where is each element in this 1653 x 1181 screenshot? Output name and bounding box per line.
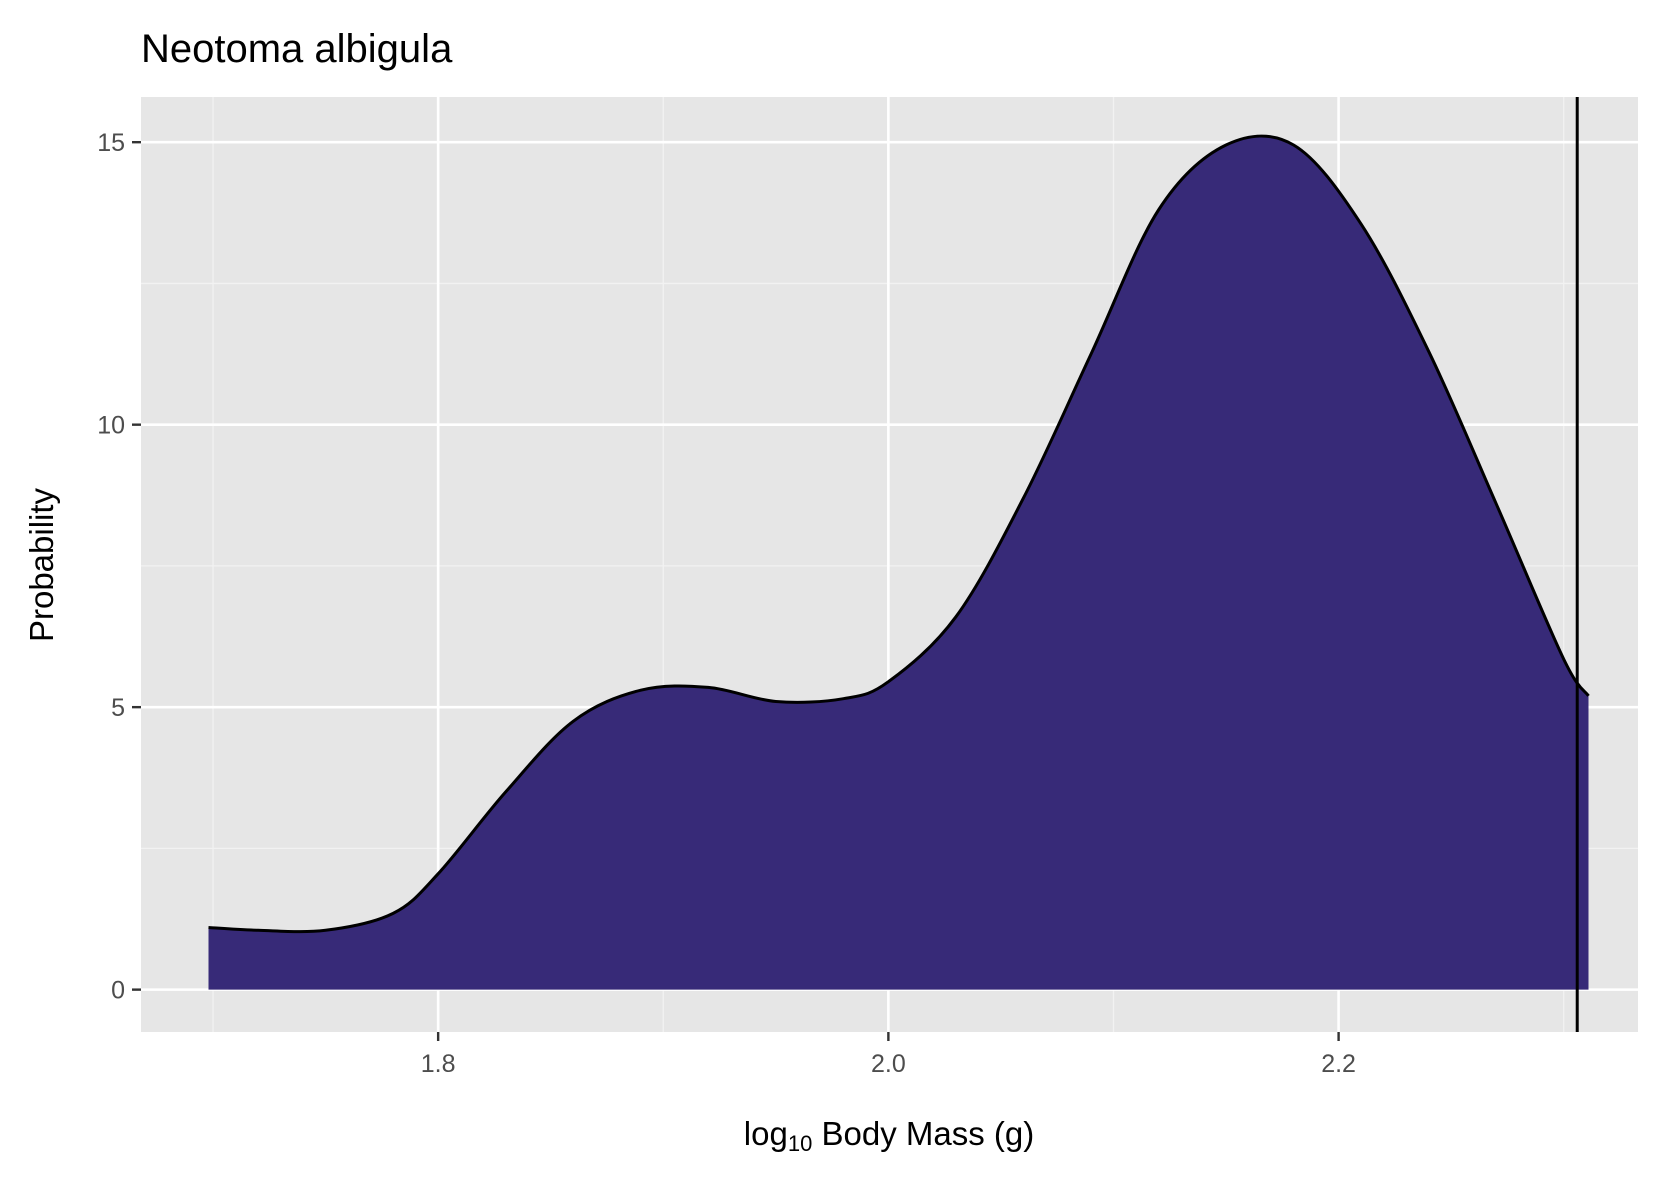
x-axis-title-subscript: 10 <box>788 1131 812 1156</box>
y-tick-label: 10 <box>97 412 125 440</box>
x-axis-title-prefix: log <box>744 1115 788 1152</box>
x-tick-label: 2.0 <box>871 1050 906 1078</box>
x-axis: 1.8 2.0 2.2 <box>421 1032 1356 1078</box>
density-area <box>208 135 1589 990</box>
chart-title: Neotoma albigula <box>141 27 453 71</box>
y-tick-label: 0 <box>111 977 125 1005</box>
x-tick-label: 2.2 <box>1321 1050 1356 1078</box>
x-axis-title: log10 Body Mass (g) <box>744 1115 1034 1156</box>
density-outline <box>208 134 1590 934</box>
y-tick-label: 5 <box>111 694 125 722</box>
y-axis-title: Probability <box>23 487 60 642</box>
x-axis-title-suffix: Body Mass (g) <box>812 1115 1034 1152</box>
x-tick-label: 1.8 <box>421 1050 456 1078</box>
y-tick-label: 15 <box>97 129 125 157</box>
y-axis: 0 5 10 15 <box>97 129 141 1005</box>
